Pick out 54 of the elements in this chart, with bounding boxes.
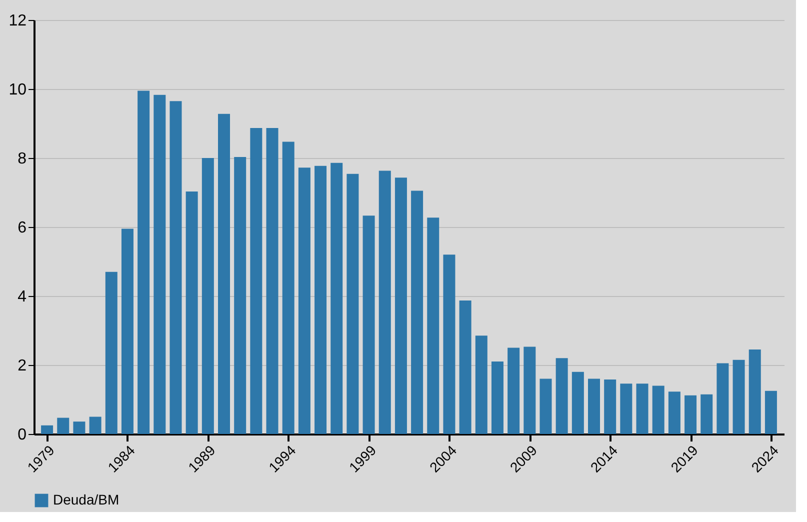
bar — [362, 216, 375, 434]
bar — [524, 346, 536, 434]
bar — [234, 156, 246, 434]
y-tick-label: 0 — [18, 426, 27, 444]
y-tick-label: 10 — [8, 82, 27, 98]
bar — [764, 390, 777, 434]
bar — [41, 425, 54, 434]
bar — [250, 128, 262, 434]
bar — [89, 416, 102, 434]
bar — [170, 101, 182, 434]
bar — [668, 392, 680, 434]
bar — [186, 191, 198, 434]
bar — [394, 178, 407, 434]
bar — [443, 254, 456, 434]
bar — [378, 170, 391, 434]
bar — [684, 395, 697, 434]
bar — [588, 378, 600, 434]
bar — [459, 300, 472, 434]
bar — [652, 386, 664, 434]
bar — [330, 162, 343, 434]
bar — [475, 336, 488, 434]
bar — [540, 378, 552, 434]
bar — [732, 360, 745, 434]
bar — [716, 363, 729, 434]
bar — [556, 358, 568, 434]
y-tick-label: 2 — [18, 358, 27, 374]
bar — [121, 228, 134, 434]
bar — [218, 114, 230, 434]
y-tick-label: 6 — [18, 220, 27, 236]
bar — [282, 142, 294, 434]
bar — [105, 272, 118, 434]
bar — [73, 422, 86, 434]
y-tick-label: 12 — [8, 12, 27, 30]
bar — [748, 349, 761, 434]
bar — [314, 166, 327, 434]
y-tick-label: 4 — [18, 288, 27, 306]
bar — [266, 128, 278, 434]
bar — [636, 384, 648, 434]
bar — [346, 174, 359, 434]
bar — [604, 379, 616, 434]
bar — [57, 418, 70, 434]
bar — [491, 362, 504, 434]
y-tick-label: 8 — [18, 150, 27, 168]
bar — [508, 348, 520, 434]
bar — [572, 372, 584, 434]
bar — [620, 384, 632, 434]
bar — [411, 190, 424, 434]
bar — [202, 158, 214, 434]
bar — [154, 94, 166, 434]
bar — [298, 168, 310, 434]
bar — [700, 394, 713, 434]
bar — [138, 90, 150, 434]
legend-label: Deuda/BM — [53, 492, 120, 508]
bar — [427, 218, 440, 434]
